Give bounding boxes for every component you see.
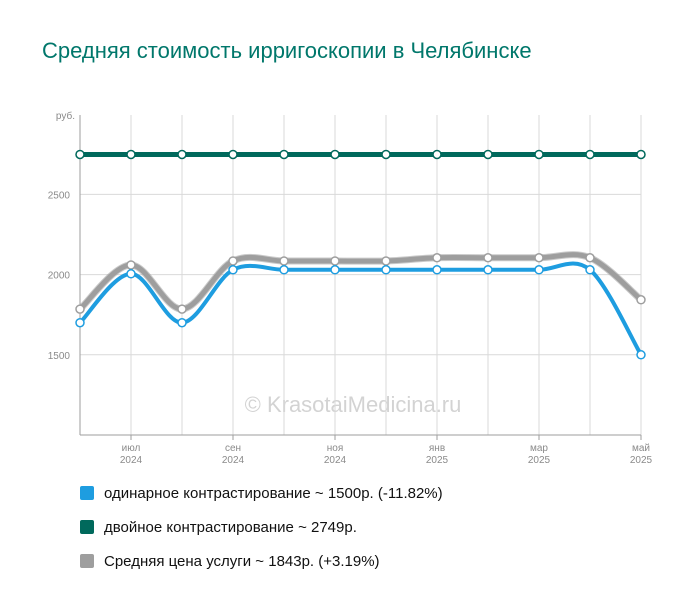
series-line-single [78,261,643,357]
x-tick-label-month: янв [429,443,445,454]
x-tick-label-month: сен [225,443,241,454]
data-point-double [585,149,595,160]
x-tick-label-month: мар [530,443,548,454]
y-axis-unit-label: руб. [56,110,75,122]
data-point-single [279,265,289,275]
data-point-average [483,253,493,263]
data-point-double [381,149,391,160]
data-point-average [432,253,442,263]
data-point-single [228,265,238,275]
data-point-single [381,265,391,275]
data-point-average [279,256,289,266]
legend-swatch-double [80,520,94,534]
data-point-average [585,253,595,263]
x-tick-label-year: 2025 [426,455,449,466]
data-point-single [636,350,646,360]
data-point-average [330,256,340,266]
data-point-double [279,149,289,160]
data-point-double [126,149,136,160]
data-point-average [177,304,187,314]
x-tick-label-month: июл [122,443,141,454]
x-tick-label-year: 2025 [528,455,551,466]
legend-label-average: Средняя цена услуги ~ 1843р. (+3.19%) [104,553,380,570]
data-point-single [75,317,85,328]
data-point-average [636,295,646,305]
x-tick-label-month: ноя [327,443,344,454]
data-point-single [126,269,136,279]
x-tick-label-year: 2024 [324,455,347,466]
legend-label-single: одинарное контрастирование ~ 1500р. (-11… [104,485,443,502]
data-point-average [75,304,85,314]
data-point-single [585,265,595,275]
data-point-average [381,256,391,266]
x-tick-label-year: 2024 [222,455,245,466]
y-tick-label: 1500 [48,351,71,362]
data-point-double [75,149,85,160]
data-point-double [330,149,340,160]
data-point-average [228,256,238,266]
data-point-average [126,260,136,270]
data-point-single [330,265,340,275]
data-point-double [483,149,493,160]
x-tick-label-month: май [632,443,650,454]
y-tick-label: 2000 [48,271,71,282]
data-point-single [483,265,493,275]
series-line-average [77,252,644,312]
data-point-double [534,149,544,160]
watermark: © KrasotaiMedicina.ru [245,392,462,417]
legend-swatch-average [80,554,94,568]
data-point-average [534,253,544,263]
data-point-single [534,265,544,275]
data-point-single [177,317,187,328]
data-point-double [636,149,646,160]
data-point-double [228,149,238,160]
data-point-double [177,149,187,160]
data-point-single [432,265,442,275]
chart-title: Средняя стоимость ирригоскопии в Челябин… [42,38,532,63]
legend-label-double: двойное контрастирование ~ 2749р. [104,519,357,536]
data-point-double [432,149,442,160]
y-tick-label: 2500 [48,190,71,201]
x-tick-label-year: 2025 [630,455,653,466]
x-tick-label-year: 2024 [120,455,143,466]
legend-swatch-single [80,486,94,500]
